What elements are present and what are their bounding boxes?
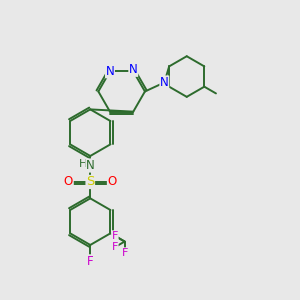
- Text: O: O: [107, 176, 117, 188]
- Text: N: N: [129, 63, 138, 76]
- Text: F: F: [112, 231, 118, 241]
- Text: O: O: [64, 176, 73, 188]
- Text: N: N: [160, 76, 169, 89]
- Text: H: H: [79, 159, 87, 169]
- Text: F: F: [122, 248, 128, 258]
- Text: N: N: [86, 159, 95, 172]
- Text: N: N: [106, 65, 114, 78]
- Text: F: F: [87, 255, 94, 268]
- Text: F: F: [112, 242, 118, 252]
- Text: S: S: [86, 176, 94, 188]
